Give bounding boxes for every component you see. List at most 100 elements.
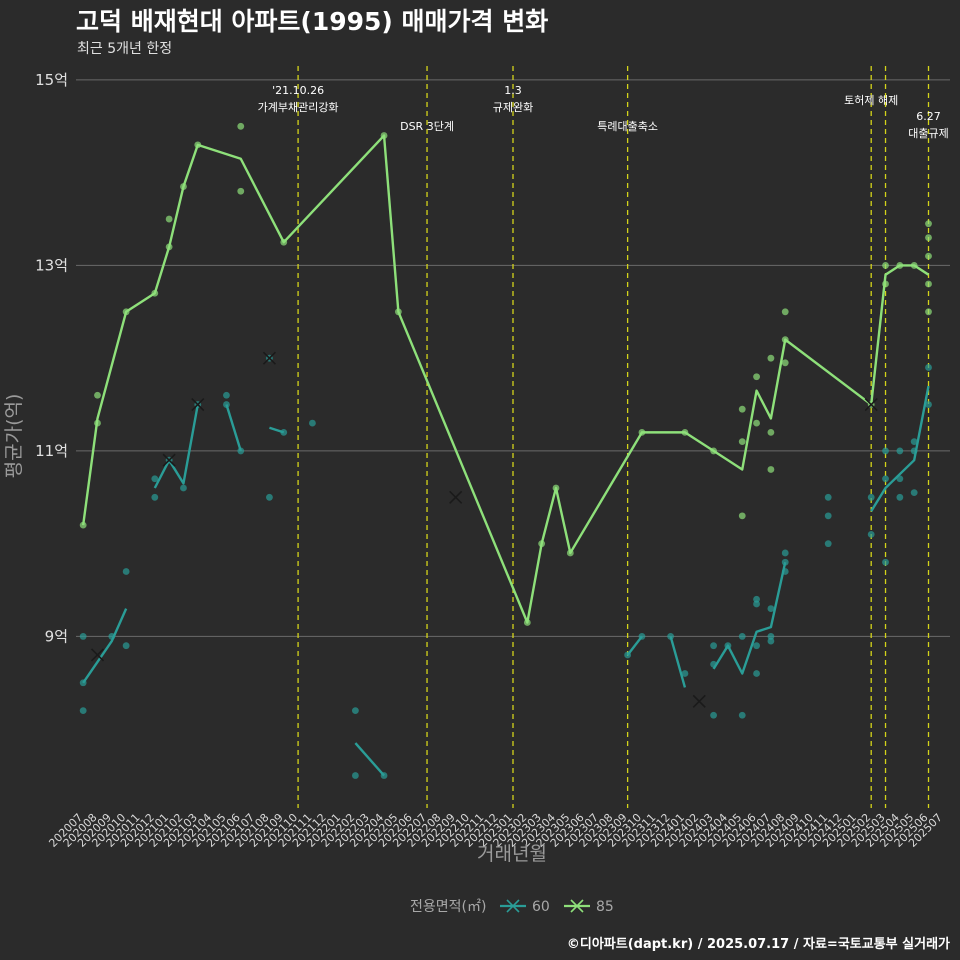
series-60-point [710,660,717,668]
series-60-point [738,711,746,719]
series-60-point [180,484,187,492]
series-60-point [237,447,245,455]
chart-subtitle: 최근 5개년 한정 [77,41,173,57]
series-85-point [753,419,760,427]
series-85-point [638,428,646,436]
series-crosses [90,351,878,708]
series-60-line [669,636,687,688]
x-axis-title: 거래년월 [477,843,547,865]
series-85-point [380,132,388,139]
y-tick-label: 11억 [35,442,68,460]
series-85-point [767,428,775,436]
series-60-point [896,493,904,501]
series-85-point [94,419,101,427]
series-85-point [151,289,159,297]
series-60-point [266,493,273,501]
series-60-point [910,447,918,455]
series-85-point [79,521,87,529]
event-annotation: 토허제 해제 [844,93,898,107]
series-60-cross [191,397,205,412]
series-60-point [122,568,130,575]
series-60-point [767,605,775,612]
series-60-point [781,549,789,557]
series-85-point [738,512,746,520]
series-60-point [824,540,832,548]
series-85-point [767,354,775,362]
series-85-point [925,220,932,228]
series-60-line [82,608,128,684]
series-60-point [624,651,632,659]
series-60-point [710,642,717,650]
series-85-point [280,238,288,246]
series-60-point [710,711,717,719]
series-85-point [710,447,717,455]
series-85-point [180,183,187,190]
series-85-point [910,262,918,269]
series-85-point [781,359,789,367]
series-60-point [151,475,159,483]
legend-label-85: 85 [596,899,614,915]
series-60-point [223,391,230,399]
series-60-point [108,633,116,640]
series-60-cross [449,490,463,504]
series-85-point [681,428,689,436]
event-annotation: 대출규제 [908,127,948,140]
chart-title: 고덕 배재현대 아파트(1995) 매매가격 변화 [76,7,549,36]
series-85-point [767,466,775,473]
legend-item-60: 60 [500,899,550,915]
series-60-point [925,401,932,408]
series-60-line [153,404,199,489]
series-85-point [753,373,760,381]
series-60-point [882,447,889,455]
series-85-point [165,215,173,223]
series-lines [81,134,930,777]
series-60-point [753,642,760,650]
series-85-point [237,122,245,130]
event-annotation: '21.10.26 [272,84,324,97]
series-85-point [882,280,889,288]
series-85-point [394,308,402,316]
series-85-point [882,262,889,269]
series-60-point [351,707,359,715]
series-60-point [753,600,760,608]
series-85-point [194,141,202,149]
series-60-point [122,642,130,650]
legend-85-icon [570,899,584,913]
series-85-cross [864,397,878,412]
series-60-point [280,428,288,436]
series-85-point [925,308,932,316]
y-tick-label: 13억 [35,256,68,274]
series-60-point [753,670,760,677]
series-60-point [882,475,889,483]
source-caption: ©디아파트(dapt.kr) / 2025.07.17 / 자료=국토교통부 실… [566,937,950,952]
legend: 전용면적(㎡) 60 85 [410,899,614,915]
series-60-point [79,707,87,715]
series-60-point [867,530,875,538]
series-85-point [552,484,560,492]
series-85-point [738,405,746,413]
series-85-point [781,336,789,344]
series-60-point [824,493,832,501]
legend-item-85: 85 [564,899,614,915]
series-85-point [523,619,531,626]
series-60-point [638,633,646,640]
series-60-line [712,561,787,675]
event-annotation: 가계부채관리강화 [258,101,339,114]
series-60-point [910,489,918,497]
series-85-point [738,438,746,446]
series-85-point [925,280,932,288]
series-60-point [380,772,388,779]
series-60-point [882,558,889,566]
series-60-point [681,670,689,677]
series-60-point [738,633,746,640]
series-60-point [824,512,832,520]
series-60-point [667,633,675,640]
event-annotation: 6.27 [916,110,941,123]
series-60-cross [692,694,706,708]
series-60-line [626,635,643,656]
series-85-point [566,549,574,557]
legend-title: 전용면적(㎡) [410,899,486,915]
series-60-point [309,419,316,427]
series-60-point [351,772,359,779]
